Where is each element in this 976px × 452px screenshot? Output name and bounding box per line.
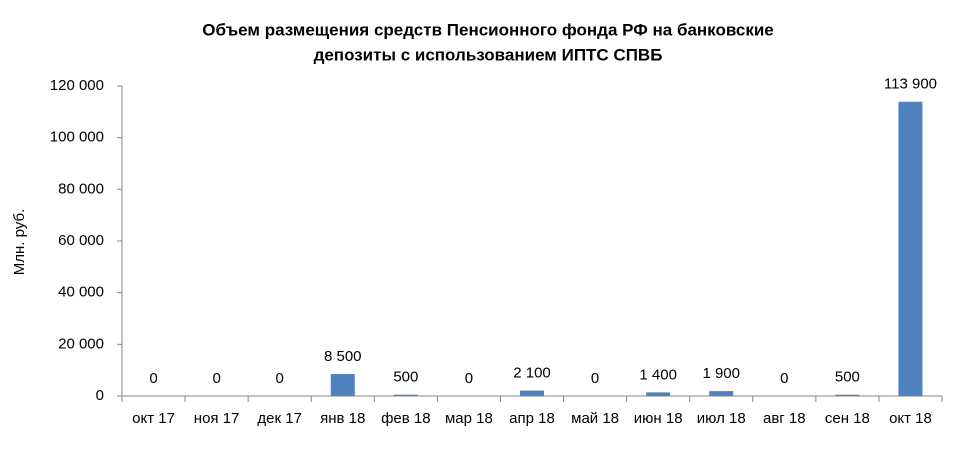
y-axis-label: Млн. руб.	[11, 209, 28, 275]
x-tick-label: июн 18	[634, 410, 683, 427]
data-label: 500	[835, 369, 860, 386]
data-label: 0	[465, 370, 473, 387]
data-label: 0	[780, 370, 788, 387]
y-tick-label: 60 000	[58, 232, 104, 249]
bar	[393, 394, 418, 396]
x-tick-label: окт 17	[132, 410, 175, 427]
bar	[330, 374, 355, 396]
data-label: 0	[149, 370, 157, 387]
data-label: 0	[591, 370, 599, 387]
chart-title: Объем размещения средств Пенсионного фон…	[202, 20, 773, 39]
x-tick-label: июл 18	[697, 410, 746, 427]
x-tick-label: фев 18	[381, 410, 431, 427]
data-label: 1 400	[639, 366, 677, 383]
data-label: 0	[276, 370, 284, 387]
y-tick-label: 0	[96, 387, 104, 404]
x-tick-label: окт 18	[889, 410, 932, 427]
data-label: 500	[393, 369, 418, 386]
x-tick-label: ноя 17	[194, 410, 240, 427]
bar	[709, 391, 734, 396]
bar	[520, 390, 544, 396]
y-tick-label: 20 000	[58, 335, 104, 352]
y-tick-label: 120 000	[50, 77, 104, 94]
x-tick-label: сен 18	[825, 410, 870, 427]
chart-title: депозиты с использованием ИПТС СПВБ	[314, 45, 663, 64]
y-tick-label: 100 000	[50, 129, 104, 146]
bar	[835, 394, 860, 396]
data-label: 2 100	[513, 365, 551, 382]
data-label: 113 900	[884, 76, 937, 93]
data-label: 8 500	[324, 348, 362, 365]
y-tick-label: 80 000	[58, 180, 104, 197]
x-tick-label: дек 17	[257, 410, 302, 427]
data-label: 0	[212, 370, 220, 387]
x-tick-label: апр 18	[509, 410, 555, 427]
bar	[646, 392, 671, 396]
x-tick-label: янв 18	[320, 410, 365, 427]
x-tick-label: авг 18	[763, 410, 806, 427]
data-label: 1 900	[702, 365, 740, 382]
x-tick-label: мар 18	[445, 410, 493, 427]
y-tick-label: 40 000	[58, 284, 104, 301]
x-tick-label: май 18	[571, 410, 619, 427]
bar	[898, 101, 923, 396]
